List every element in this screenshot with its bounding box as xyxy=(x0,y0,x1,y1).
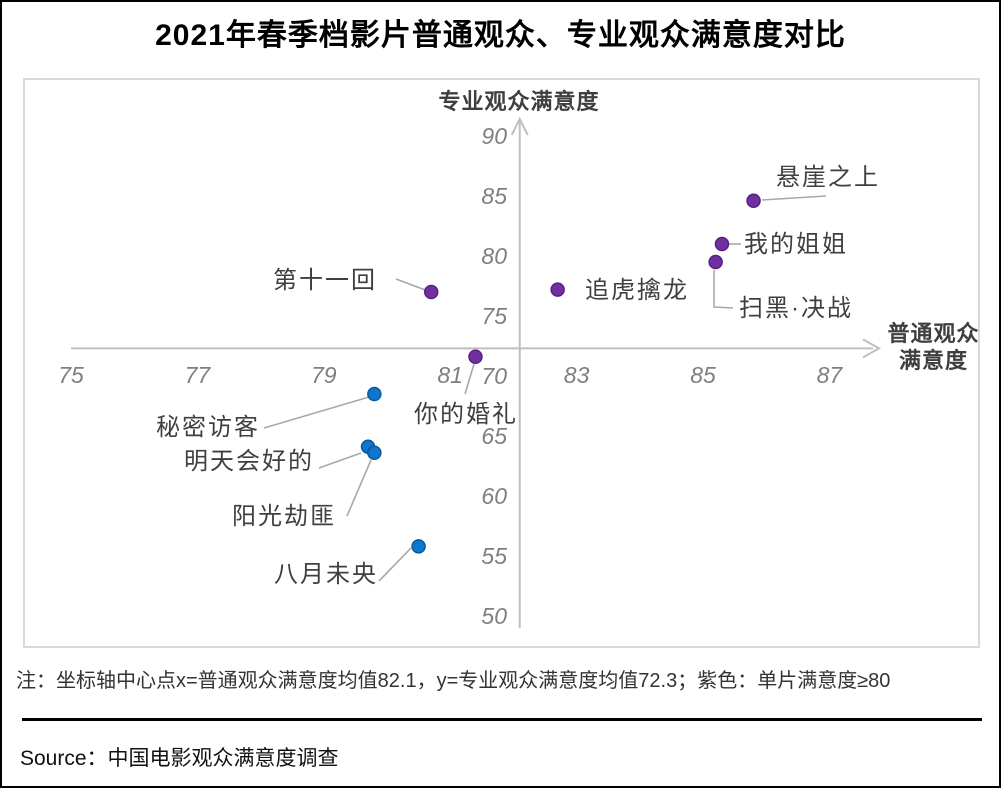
x-tick-label: 77 xyxy=(184,362,211,388)
data-point xyxy=(708,254,723,270)
data-point-label: 八月未央 xyxy=(274,561,378,588)
leader-line xyxy=(464,363,475,395)
y-tick-label: 70 xyxy=(481,363,507,389)
data-point xyxy=(367,445,382,461)
y-tick-label: 65 xyxy=(481,423,507,449)
leader-line xyxy=(713,270,734,309)
data-point-label: 我的姐姐 xyxy=(744,231,848,258)
y-axis-arrow-icon xyxy=(510,116,529,136)
x-tick-label: 83 xyxy=(563,362,590,388)
x-tick-label: 87 xyxy=(816,362,843,388)
x-tick-label: 81 xyxy=(437,362,463,388)
leader-line xyxy=(395,278,429,292)
source-text: Source：中国电影观众满意度调查 xyxy=(20,747,339,770)
data-point-label: 第十一回 xyxy=(273,267,377,294)
chart-note: 注：坐标轴中心点x=普通观众满意度均值82.1，y=专业观众满意度均值72.3；… xyxy=(16,670,891,692)
data-point-label: 秘密访客 xyxy=(156,414,260,441)
leader-line xyxy=(263,396,370,429)
x-tick-label: 85 xyxy=(690,362,716,388)
x-axis-title: 普通观众 满意度 xyxy=(871,320,996,374)
y-tick-label: 50 xyxy=(481,603,507,629)
x-axis-title-line2: 满意度 xyxy=(898,348,968,373)
plot-svg xyxy=(71,116,882,628)
leader-line xyxy=(378,547,412,582)
y-tick-label: 55 xyxy=(481,543,507,569)
data-point xyxy=(367,386,382,402)
x-tick-label: 79 xyxy=(311,362,337,388)
y-tick-label: 80 xyxy=(481,243,507,269)
data-point-label: 追虎擒龙 xyxy=(585,277,689,304)
x-axis-arrow-icon xyxy=(862,338,882,359)
leader-line xyxy=(318,452,362,469)
y-tick-label: 90 xyxy=(481,123,507,149)
data-point-label: 阳光劫匪 xyxy=(232,503,336,530)
data-point-label: 明天会好的 xyxy=(184,448,314,475)
y-tick-label: 75 xyxy=(481,303,507,329)
data-point xyxy=(746,193,761,209)
data-point-label: 悬崖之上 xyxy=(776,164,880,191)
data-point xyxy=(423,284,439,300)
y-tick-label: 60 xyxy=(481,483,507,509)
y-axis-title: 专业观众满意度 xyxy=(438,89,600,114)
page-title: 2021年春季档影片普通观众、专业观众满意度对比 xyxy=(155,19,846,52)
data-point xyxy=(550,282,565,297)
data-point xyxy=(411,539,426,554)
leader-line xyxy=(761,195,827,201)
data-point xyxy=(714,236,730,252)
chart-box: 专业观众满意度 普通观众 满意度 75 77 79 81 83 85 87 90 85 80 75 7… xyxy=(23,78,980,648)
x-tick-label: 75 xyxy=(58,362,84,388)
data-point-label: 你的婚礼 xyxy=(414,401,518,428)
leader-line xyxy=(346,459,372,517)
y-tick-label: 85 xyxy=(481,183,507,209)
x-axis-title-line1: 普通观众 xyxy=(887,321,980,346)
data-point-label: 扫黑·决战 xyxy=(739,295,853,322)
data-point xyxy=(468,349,483,365)
divider-line xyxy=(22,718,982,721)
